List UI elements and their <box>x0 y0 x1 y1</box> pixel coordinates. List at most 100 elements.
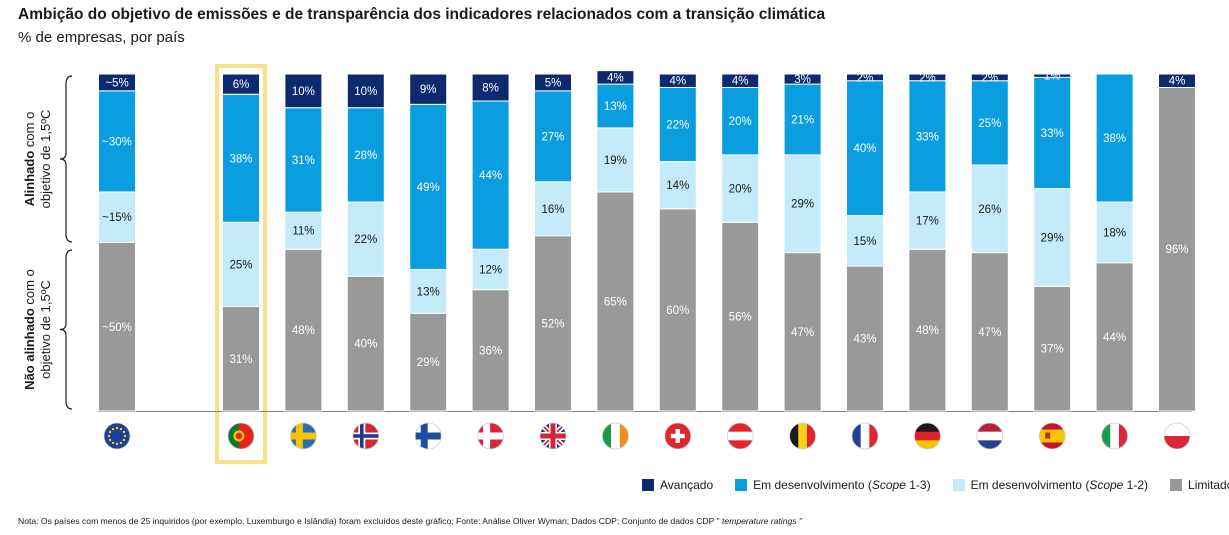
legend-label-advanced: Avançado <box>660 478 714 492</box>
data-label-ireland-em-desenvolvimento-scope-1-3: 13% <box>604 101 627 113</box>
poland-flag-icon <box>1164 423 1190 449</box>
bar-belgium-avan-ado <box>783 73 822 85</box>
germany-flag-icon <box>914 423 941 449</box>
bar-finland-em-desenvolvimento-scope-1-3 <box>409 103 448 270</box>
data-label-finland-limitado: 29% <box>417 357 440 369</box>
bar-austria-limitado <box>721 221 760 412</box>
uk-flag-icon <box>540 423 566 449</box>
brace-not-aligned <box>59 249 73 410</box>
data-label-eu-em-desenvolvimento-scope-1-3: ~30% <box>102 136 132 148</box>
bar-italy-em-desenvolvimento-scope-1-2 <box>1095 201 1134 264</box>
spain-flag-icon <box>1039 423 1066 449</box>
brace-aligned <box>59 75 73 243</box>
data-label-spain-em-desenvolvimento-scope-1-3: 33% <box>1041 128 1064 140</box>
data-label-united-kingdom-em-desenvolvimento-scope-1-2: 16% <box>541 204 564 216</box>
highlight-frame-portugal <box>215 64 267 464</box>
group-label-not-aligned-line2: objetivo de 1,5ºC <box>38 280 53 379</box>
bar-portugal-limitado <box>222 306 260 412</box>
norway-flag-icon <box>352 423 379 449</box>
austria-flag-icon <box>727 423 754 449</box>
bar-sweden-limitado <box>284 248 323 412</box>
data-label-portugal-limitado: 31% <box>229 354 252 366</box>
bar-spain-limitado <box>1033 285 1072 412</box>
bar-spain-em-desenvolvimento-scope-1-2 <box>1033 188 1072 287</box>
bar-switzerland-avan-ado <box>658 73 697 88</box>
footnote: Nota: Os países com menos de 25 inquirid… <box>18 516 802 526</box>
data-label-portugal-avan-ado: 6% <box>233 79 250 91</box>
legend-item-dev-scope13: Em desenvolvimento (Scope 1-3) <box>735 478 931 492</box>
bar-finland-limitado <box>409 312 448 412</box>
data-label-belgium-em-desenvolvimento-scope-1-2: 29% <box>791 199 814 211</box>
data-label-spain-em-desenvolvimento-scope-1-2: 29% <box>1041 232 1064 244</box>
bar-norway-avan-ado <box>346 73 385 109</box>
data-label-germany-limitado: 48% <box>916 325 939 337</box>
legend-label-dev-scope12: Em desenvolvimento (Scope 1-2) <box>970 478 1149 492</box>
bar-austria-em-desenvolvimento-scope-1-3 <box>721 86 760 156</box>
bar-ireland-em-desenvolvimento-scope-1-2 <box>596 127 635 193</box>
data-label-portugal-em-desenvolvimento-scope-1-3: 38% <box>229 153 252 165</box>
portugal-flag-icon <box>228 423 254 449</box>
bar-finland-avan-ado <box>409 73 448 105</box>
data-label-italy-em-desenvolvimento-scope-1-2: 18% <box>1103 227 1126 239</box>
bars-layer <box>98 70 1196 412</box>
data-label-germany-avan-ado: 2% <box>919 72 936 84</box>
legend-item-limited: Limitado <box>1170 478 1229 492</box>
bar-netherlands-em-desenvolvimento-scope-1-2 <box>970 164 1009 254</box>
data-label-italy-limitado: 44% <box>1103 332 1126 344</box>
data-label-austria-em-desenvolvimento-scope-1-2: 20% <box>729 184 752 196</box>
bar-germany-em-desenvolvimento-scope-1-3 <box>908 80 947 193</box>
flags-layer <box>103 422 1191 450</box>
data-label-sweden-em-desenvolvimento-scope-1-3: 31% <box>292 155 315 167</box>
data-label-eu-avan-ado: ~5% <box>105 77 128 89</box>
bar-belgium-em-desenvolvimento-scope-1-2 <box>783 154 822 254</box>
data-label-portugal-em-desenvolvimento-scope-1-2: 25% <box>229 259 252 271</box>
bar-germany-avan-ado <box>908 73 947 82</box>
data-label-denmark-avan-ado: 8% <box>482 82 499 94</box>
group-label-not-aligned-line1: Não alinhado com o <box>22 269 37 390</box>
bar-sweden-em-desenvolvimento-scope-1-3 <box>284 107 323 213</box>
data-label-switzerland-limitado: 60% <box>666 305 689 317</box>
bar-italy-limitado <box>1095 262 1134 412</box>
bar-spain-avan-ado <box>1033 73 1072 78</box>
bar-sweden-avan-ado <box>284 73 323 109</box>
bar-austria-avan-ado <box>721 73 760 88</box>
highlight-layer <box>215 64 267 464</box>
data-label-germany-em-desenvolvimento-scope-1-3: 33% <box>916 131 939 143</box>
data-label-belgium-avan-ado: 3% <box>794 74 811 86</box>
stacked-bar-chart: ~50% ~15% ~30% ~5% 31% 25% 38% 6% 48% 11% 31% 10% 40… <box>22 64 1196 464</box>
data-label-finland-avan-ado: 9% <box>420 84 437 96</box>
data-label-united-kingdom-limitado: 52% <box>541 318 564 330</box>
data-label-denmark-em-desenvolvimento-scope-1-2: 12% <box>479 264 502 276</box>
netherlands-flag-icon <box>976 423 1003 449</box>
data-label-switzerland-em-desenvolvimento-scope-1-2: 14% <box>666 180 689 192</box>
legend-swatch-dev-scope12 <box>952 479 965 491</box>
italy-flag-icon <box>1101 423 1128 449</box>
data-label-netherlands-em-desenvolvimento-scope-1-2: 26% <box>978 204 1001 216</box>
bar-eu-avan-ado <box>98 73 136 92</box>
data-label-netherlands-avan-ado: 2% <box>981 72 998 84</box>
bar-ireland-avan-ado <box>596 70 635 85</box>
data-label-sweden-avan-ado: 10% <box>292 86 315 98</box>
data-label-eu-em-desenvolvimento-scope-1-2: ~15% <box>102 212 132 224</box>
bar-germany-limitado <box>908 248 947 412</box>
data-label-ireland-limitado: 65% <box>604 296 627 308</box>
bar-united-kingdom-avan-ado <box>534 73 572 92</box>
legend-item-advanced: Avançado <box>642 478 713 492</box>
legend-swatch-limited <box>1170 479 1183 491</box>
bar-portugal-avan-ado <box>222 73 260 95</box>
labels-layer: ~50% ~15% ~30% ~5% 31% 25% 38% 6% 48% 11% 31% 10% 40… <box>102 71 1188 369</box>
legend: Avançado Em desenvolvimento (Scope 1-3) … <box>642 478 1229 492</box>
bar-denmark-avan-ado <box>471 73 510 102</box>
data-label-france-em-desenvolvimento-scope-1-2: 15% <box>853 236 876 248</box>
data-label-austria-limitado: 56% <box>729 312 752 324</box>
bar-ireland-em-desenvolvimento-scope-1-3 <box>596 83 635 129</box>
bar-united-kingdom-em-desenvolvimento-scope-1-2 <box>534 181 572 237</box>
data-label-france-avan-ado: 2% <box>857 72 874 84</box>
data-label-norway-limitado: 40% <box>354 339 377 351</box>
bar-netherlands-avan-ado <box>970 73 1009 82</box>
data-label-sweden-em-desenvolvimento-scope-1-2: 11% <box>292 226 314 238</box>
bar-germany-em-desenvolvimento-scope-1-2 <box>908 191 947 250</box>
bar-netherlands-em-desenvolvimento-scope-1-3 <box>970 80 1009 166</box>
data-label-austria-avan-ado: 4% <box>732 76 749 88</box>
denmark-flag-icon <box>477 423 504 449</box>
